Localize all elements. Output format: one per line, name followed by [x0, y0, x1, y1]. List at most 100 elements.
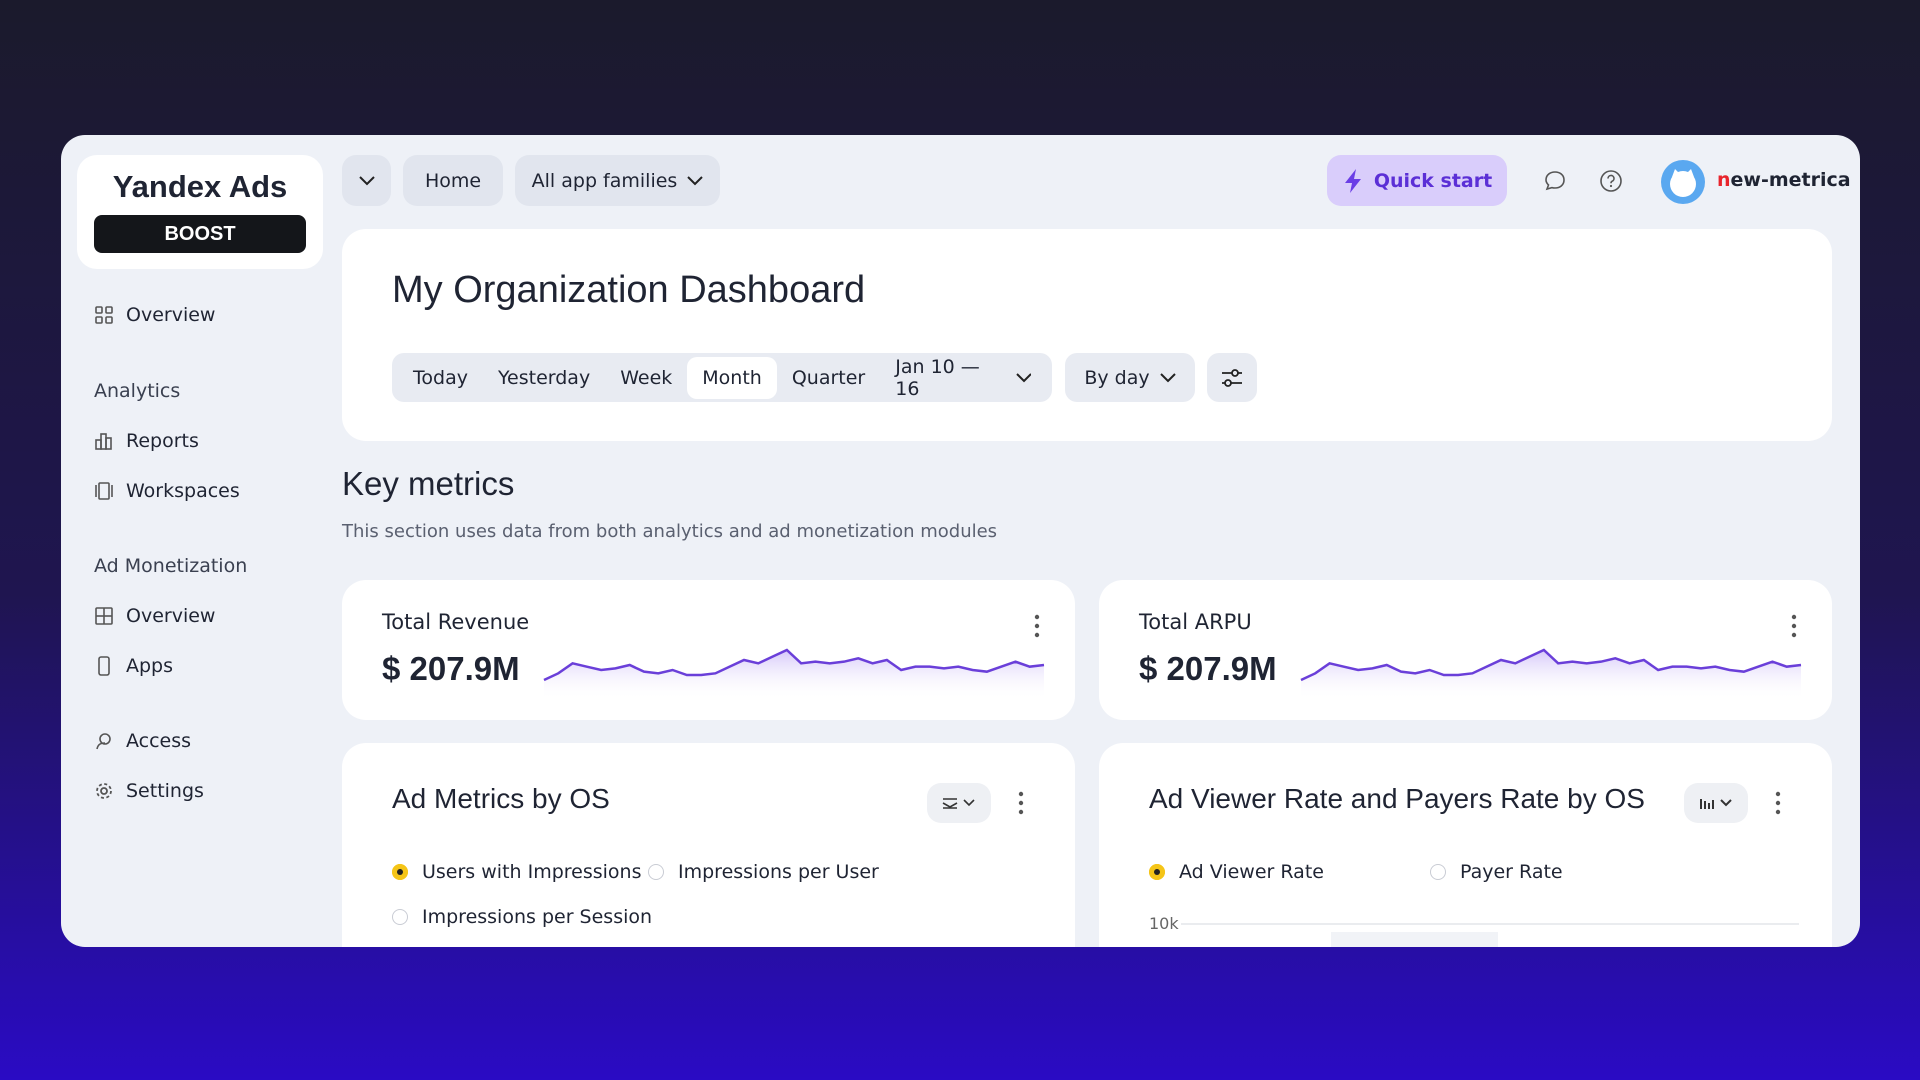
home-button[interactable]: Home: [403, 155, 503, 206]
period-option[interactable]: Month: [687, 356, 777, 399]
label: All app families: [531, 169, 678, 192]
nav-item[interactable]: Apps: [94, 655, 173, 677]
metric-card: Total Revenue $ 207.9M: [342, 580, 1075, 720]
panel: Ad Metrics by OS Users with Impressions …: [342, 743, 1075, 947]
sparkline-line: [543, 648, 1045, 682]
radio-label: Impressions per User: [678, 861, 879, 883]
radio-label: Users with Impressions: [422, 861, 642, 883]
icon: [96, 783, 112, 799]
label: Quick start: [1373, 169, 1493, 192]
help-icon[interactable]: [1599, 169, 1623, 193]
chart-type-button[interactable]: [1684, 783, 1748, 823]
icon: [95, 482, 113, 500]
panel-title: Ad Viewer Rate and Payers Rate by OS: [1149, 783, 1645, 814]
radio-option[interactable]: Ad Viewer Rate: [1149, 861, 1324, 883]
metric-value: $ 207.9M: [1139, 650, 1277, 687]
nav-label: Overview: [126, 304, 216, 326]
user-name[interactable]: new-metrica: [1717, 169, 1851, 191]
page-title: My Organization Dashboard: [392, 269, 866, 311]
icon: [95, 607, 113, 625]
radio-dot: [1149, 864, 1165, 880]
y-tick-label: 10k: [1149, 914, 1179, 933]
radio-dot: [648, 864, 664, 880]
icon: [98, 656, 110, 676]
sparkline-area: [1301, 650, 1801, 700]
app-window: Yandex Ads BOOST Overview Analytics Repo…: [61, 135, 1860, 947]
chat-icon[interactable]: [1543, 169, 1567, 193]
icon: [96, 733, 111, 750]
nav-section: Analytics: [94, 380, 181, 402]
nav-label: Reports: [126, 430, 199, 452]
sparkline: [543, 648, 1045, 700]
menu-toggle[interactable]: [342, 155, 391, 206]
quick-start[interactable]: Quick start: [1327, 155, 1507, 206]
nav-section: Ad Monetization: [94, 555, 248, 577]
radio-label: Ad Viewer Rate: [1179, 861, 1324, 883]
period-option[interactable]: Week: [620, 366, 673, 389]
nav-label: Settings: [126, 780, 204, 802]
icon: [687, 175, 704, 185]
nav-label: Access: [126, 730, 192, 752]
nav-item[interactable]: Workspaces: [94, 480, 240, 502]
metric-value: $ 207.9M: [382, 650, 520, 687]
period-option[interactable]: Today: [413, 366, 468, 389]
logo: Yandex Ads: [112, 169, 288, 204]
chart-area: 10k: [1149, 914, 1799, 947]
sparkline-area: [544, 650, 1044, 700]
panel-title: Ad Metrics by OS: [392, 783, 610, 814]
icon: [942, 798, 975, 809]
nav-item[interactable]: Overview: [94, 605, 215, 627]
section-title: Key metrics: [342, 465, 515, 502]
period-option[interactable]: Yesterday: [497, 366, 591, 389]
badge: BOOST: [94, 215, 306, 253]
avatar[interactable]: [1660, 159, 1706, 205]
panel: Ad Viewer Rate and Payers Rate by OS Ad …: [1099, 743, 1832, 947]
metric-label: Total ARPU: [1139, 610, 1252, 634]
icon: [1700, 799, 1732, 809]
nav-label: Workspaces: [126, 480, 240, 502]
logo-card: Yandex Ads BOOST: [77, 155, 323, 269]
nav-item[interactable]: Overview: [94, 304, 215, 326]
period-option[interactable]: Quarter: [791, 366, 866, 389]
icon: [95, 433, 112, 450]
kebab-menu[interactable]: [1791, 614, 1797, 638]
icon: [1222, 368, 1242, 387]
chart-bar-placeholder: [1331, 932, 1498, 947]
chart-type-button[interactable]: [927, 783, 991, 823]
kebab-menu[interactable]: [1775, 791, 1781, 815]
kebab-menu[interactable]: [1018, 791, 1024, 815]
metric-label: Total Revenue: [382, 610, 530, 634]
icon: [95, 306, 113, 324]
period-selector: Today Yesterday Week Month Quarter Jan 10 — 1…: [392, 353, 1052, 402]
icon: [1015, 372, 1031, 382]
radio-dot: [392, 909, 408, 925]
nav-item[interactable]: Reports: [94, 430, 199, 452]
radio-dot: [392, 864, 408, 880]
nav-item[interactable]: Settings: [94, 780, 204, 802]
kebab-menu[interactable]: [1034, 614, 1040, 638]
sparkline: [1300, 648, 1802, 700]
metric-card: Total ARPU $ 207.9M: [1099, 580, 1832, 720]
label: Jan 10 — 16: [895, 355, 980, 400]
nav-label: Apps: [126, 655, 174, 677]
radio-option[interactable]: Users with Impressions: [392, 861, 642, 883]
icon: [1344, 168, 1361, 193]
radio-option[interactable]: Payer Rate: [1430, 861, 1563, 883]
label: By day: [1084, 366, 1150, 389]
header-card: My Organization Dashboard Today Yesterday…: [342, 229, 1832, 441]
sparkline-line: [1300, 648, 1802, 682]
app-families-select[interactable]: All app families: [515, 155, 720, 206]
radio-label: Payer Rate: [1460, 861, 1563, 883]
radio-label: Impressions per Session: [422, 906, 653, 928]
grouping-select[interactable]: By day: [1065, 353, 1195, 402]
section-subtitle: This section uses data from both analyti…: [342, 521, 998, 542]
radio-dot: [1430, 864, 1446, 880]
nav-label: Overview: [126, 605, 216, 627]
date-range[interactable]: Jan 10 — 16: [880, 346, 1046, 410]
nav-item[interactable]: Access: [94, 730, 191, 752]
radio-option[interactable]: Impressions per Session: [392, 906, 652, 928]
radio-option[interactable]: Impressions per User: [648, 861, 879, 883]
filter-button[interactable]: [1207, 353, 1257, 402]
icon: [1159, 372, 1176, 382]
